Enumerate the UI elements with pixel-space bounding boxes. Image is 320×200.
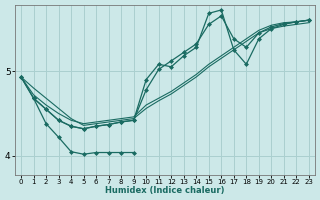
- X-axis label: Humidex (Indice chaleur): Humidex (Indice chaleur): [105, 186, 225, 195]
